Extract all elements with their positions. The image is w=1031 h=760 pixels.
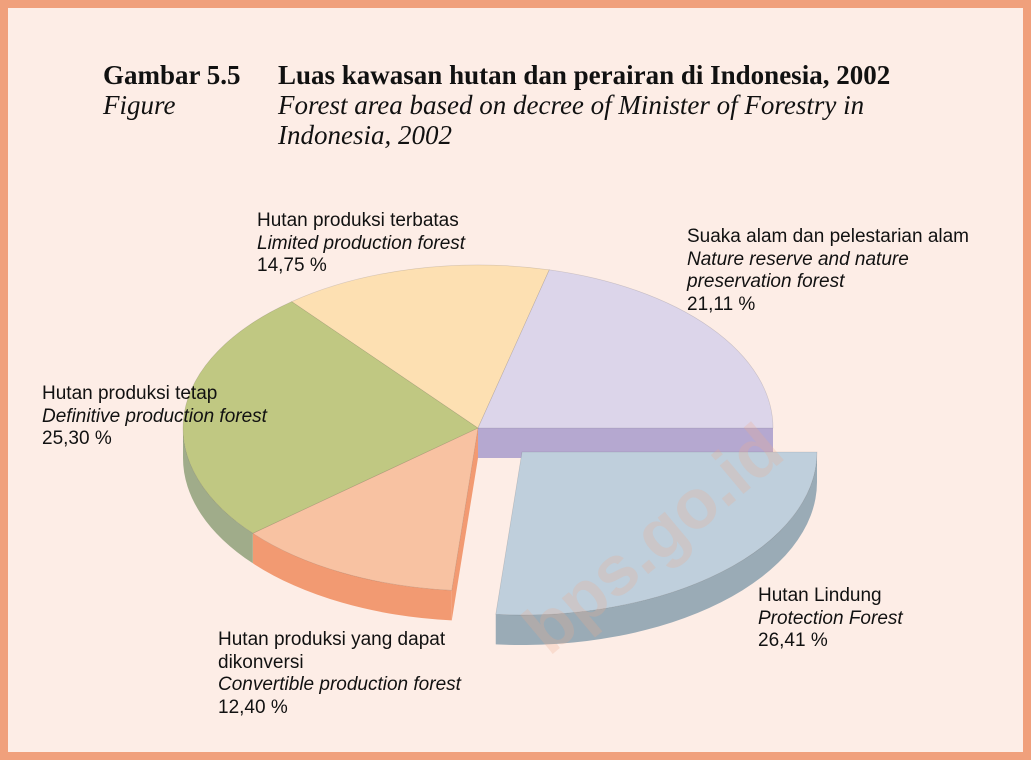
pie-slice	[477, 269, 774, 429]
value-label: 25,30 %	[42, 428, 112, 449]
slice-side	[495, 452, 817, 646]
figure-label: Figure	[103, 90, 176, 120]
value-label: 12,40 %	[218, 696, 288, 718]
slice-label: Suaka alam dan pelestarian alam Nature re…	[687, 226, 1017, 316]
slice-label: Hutan produksi terbatas Limited productio…	[257, 210, 537, 278]
slice-label: Hutan produksi yang dapat dikonversi Conv…	[218, 629, 508, 719]
chart-title: Luas kawasan hutan dan perairan di Indon…	[278, 60, 891, 90]
value-label: 14,75 %	[257, 255, 327, 276]
slice-cut-face	[478, 428, 773, 458]
pie-slice	[495, 451, 818, 616]
slice-label: Hutan Lindung Protection Forest 26,41 %	[758, 585, 1018, 653]
pie-slice	[182, 301, 479, 534]
category-name-en: Limited production forest	[257, 232, 466, 254]
category-name: Hutan produksi terbatas	[257, 210, 459, 231]
chart-subtitle: Forest area based on decree of Minister …	[278, 90, 865, 150]
value-label: 26,41 %	[758, 630, 828, 651]
category-name-en: Convertible production forest	[218, 674, 461, 695]
figure-number: Gambar 5.5	[103, 60, 241, 90]
slice-label: Hutan produksi tetap Definitive productio…	[42, 383, 342, 451]
slice-cut-face	[451, 428, 478, 621]
category-name: Hutan produksi yang dapat dikonversi	[218, 629, 446, 673]
pie-area	[182, 264, 818, 646]
value-label: 21,11 %	[687, 293, 756, 315]
category-name-en: Nature reserve and nature preservation f…	[687, 248, 909, 293]
pie-slice	[252, 427, 479, 591]
category-name: Suaka alam dan pelestarian alam	[687, 226, 970, 247]
category-name: Hutan Lindung	[758, 585, 882, 606]
category-name: Hutan produksi tetap	[42, 383, 218, 404]
slice-side	[252, 533, 452, 621]
slice-side	[183, 428, 253, 564]
pie-slice	[291, 264, 550, 429]
category-name-en: Protection Forest	[758, 607, 903, 629]
category-name-en: Definitive production forest	[42, 405, 267, 427]
